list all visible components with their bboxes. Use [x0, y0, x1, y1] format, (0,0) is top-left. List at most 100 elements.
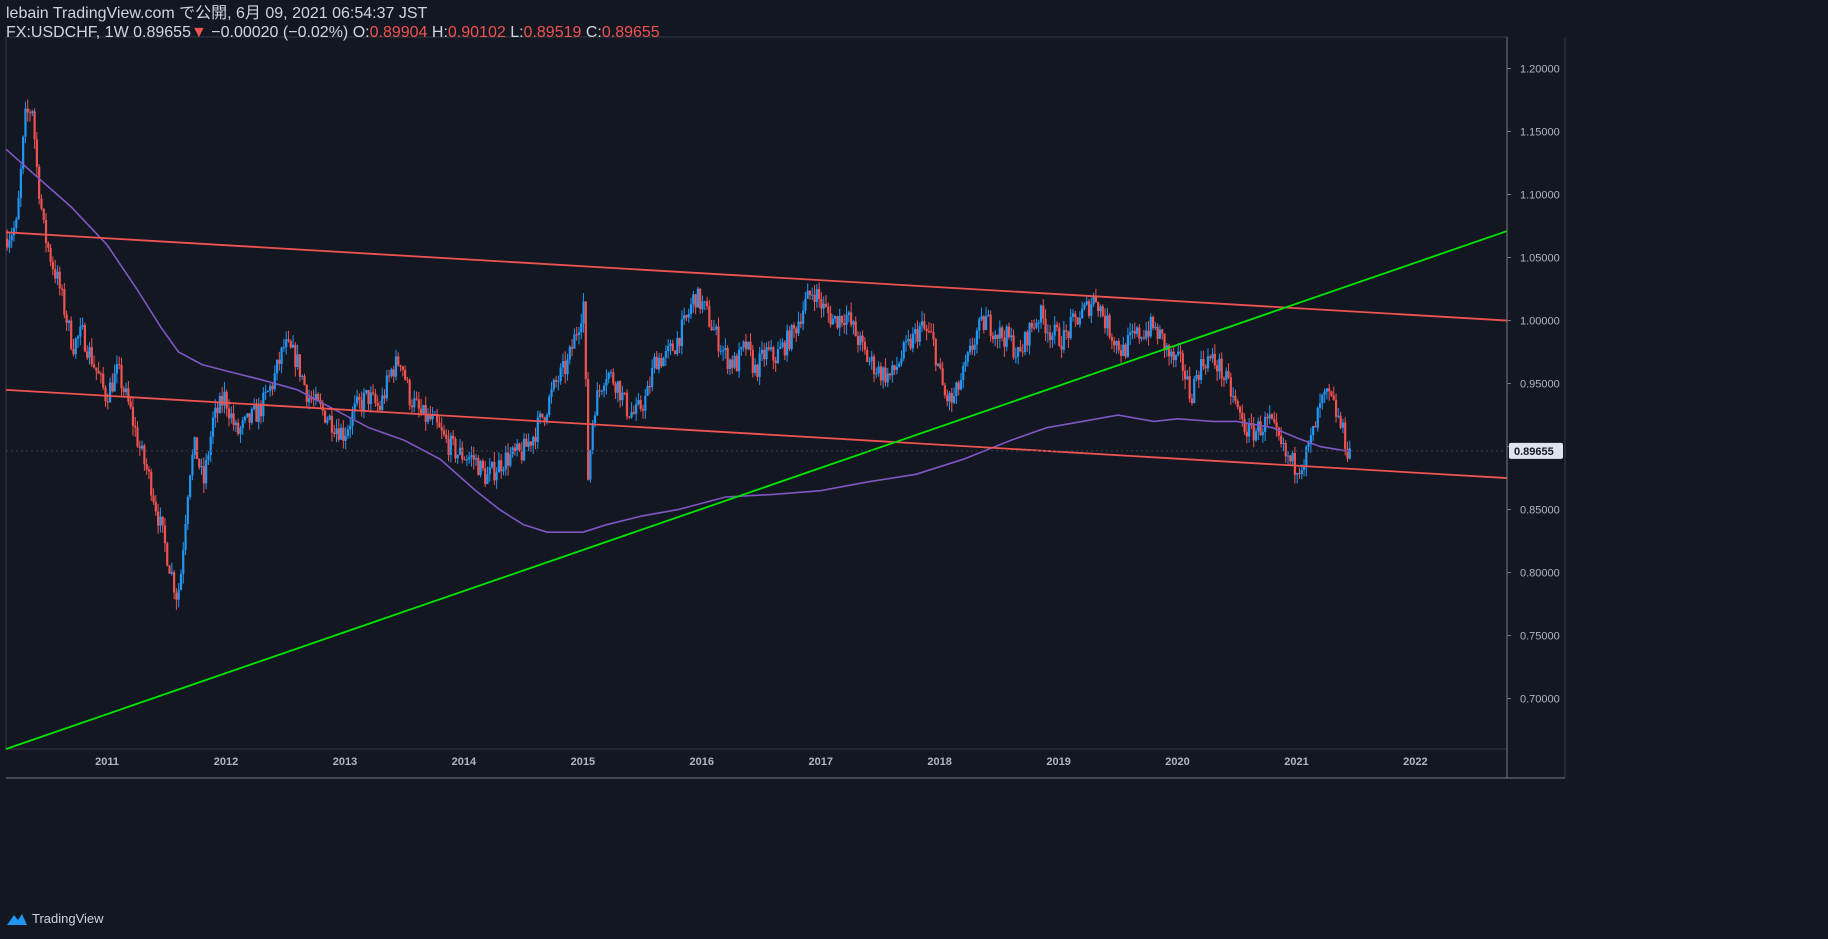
candle-up	[301, 375, 304, 377]
candle-down	[678, 337, 681, 347]
x-tick-label: 2016	[690, 756, 714, 768]
candle-down	[1222, 378, 1226, 380]
candle-up	[474, 457, 478, 460]
candle-up	[753, 364, 757, 373]
candle-down	[744, 341, 748, 350]
candle-up	[557, 381, 560, 383]
candle-down	[1012, 335, 1015, 358]
y-tick-label: 1.05000	[1520, 253, 1560, 265]
candle-down	[708, 306, 711, 327]
candle-down	[1209, 356, 1212, 359]
candle-down	[38, 166, 41, 199]
candle-down	[404, 369, 407, 380]
candle-down	[163, 525, 167, 544]
candle-down	[1179, 351, 1182, 354]
candle-up	[431, 414, 434, 420]
candle-up	[465, 459, 468, 461]
candle-up	[159, 516, 162, 526]
candle-up	[975, 330, 979, 345]
candle-up	[1318, 403, 1322, 408]
candle-down	[1030, 322, 1033, 328]
candle-down	[1067, 331, 1070, 339]
candle-down	[843, 322, 846, 325]
candle-up	[189, 475, 192, 497]
candle-up	[589, 450, 592, 480]
candle-down	[35, 139, 38, 167]
candle-up	[582, 301, 585, 324]
candle-up	[1051, 335, 1054, 340]
candle-up	[19, 168, 22, 198]
candle-down	[232, 413, 235, 426]
candle-up	[936, 363, 940, 366]
ohlc-legend: FX:USDCHF, 1W 0.89655▼ −0.00020 (−0.02%)…	[6, 23, 660, 42]
candle-up	[875, 373, 878, 375]
candle-up	[1254, 431, 1258, 441]
open-value: 0.89904	[369, 24, 428, 41]
candle-down	[525, 438, 528, 447]
candle-down	[118, 364, 121, 366]
candle-down	[198, 459, 201, 468]
x-tick-label: 2017	[808, 756, 832, 768]
candle-down	[134, 425, 137, 428]
symbol-label[interactable]: FX:USDCHF, 1W	[6, 24, 129, 41]
candle-down	[541, 413, 544, 418]
candle-down	[941, 368, 944, 386]
candle-up	[834, 316, 837, 319]
candle-down	[436, 414, 439, 423]
candle-up	[1126, 335, 1130, 357]
candle-up	[1028, 322, 1031, 346]
candle-up	[980, 316, 983, 320]
candle-down	[138, 446, 141, 449]
moving-average-line	[5, 148, 1351, 534]
candle-up	[205, 459, 208, 484]
candle-up	[536, 417, 539, 442]
x-tick-label: 2014	[452, 756, 477, 768]
candle-up	[253, 405, 256, 409]
candle-up	[1083, 304, 1086, 309]
candle-up	[1158, 329, 1162, 339]
candle-down	[767, 347, 770, 350]
candle-down	[1124, 344, 1127, 357]
candle-down	[840, 315, 844, 323]
candle-up	[56, 271, 59, 279]
candle-up	[1206, 356, 1210, 369]
candle-down	[481, 460, 484, 469]
candle-up	[740, 347, 743, 350]
candle-up	[952, 395, 956, 403]
candle-up	[797, 321, 800, 334]
candle-down	[1346, 448, 1349, 459]
candle-up	[470, 455, 473, 458]
candle-down	[131, 407, 135, 426]
candle-up	[966, 352, 969, 362]
candle-down	[127, 388, 130, 402]
candle-up	[67, 320, 70, 323]
candle-down	[735, 355, 738, 372]
candle-up	[186, 496, 189, 524]
candle-down	[415, 398, 418, 400]
footer-brand[interactable]: TradingView	[6, 911, 104, 926]
candle-up	[902, 342, 905, 359]
candle-down	[1220, 358, 1223, 379]
candle-up	[845, 314, 848, 325]
channel-lower	[5, 388, 1508, 479]
candle-down	[1147, 330, 1150, 337]
candle-up	[696, 288, 700, 308]
candle-up	[362, 392, 366, 411]
candle-down	[424, 405, 427, 422]
candle-up	[635, 404, 638, 414]
candle-up	[458, 447, 462, 455]
candle-up	[644, 395, 647, 411]
candle-up	[701, 301, 704, 310]
candle-down	[40, 198, 43, 209]
candle-up	[1090, 304, 1093, 316]
candle-down	[388, 375, 391, 377]
candle-up	[346, 429, 350, 436]
candle-up	[669, 343, 672, 347]
candle-down	[65, 314, 68, 323]
candle-up	[275, 359, 279, 374]
candle-up	[1062, 330, 1065, 350]
candle-up	[1177, 351, 1180, 355]
candle-up	[10, 235, 13, 241]
candle-down	[86, 351, 89, 358]
